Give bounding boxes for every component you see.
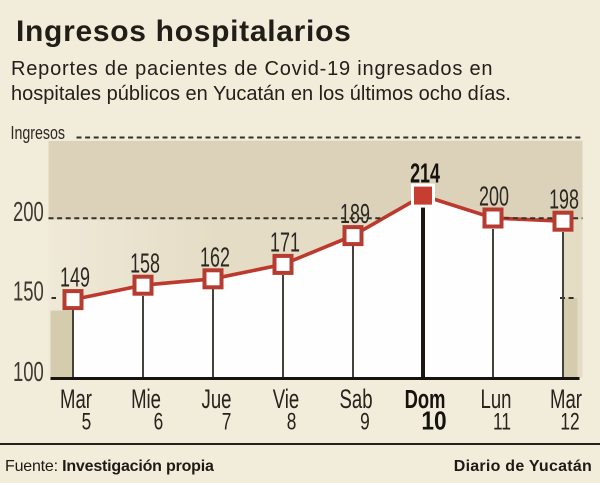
svg-text:9: 9 [360, 409, 370, 435]
svg-text:200: 200 [479, 180, 509, 211]
svg-text:150: 150 [13, 277, 44, 308]
svg-text:200: 200 [13, 197, 44, 228]
svg-text:7: 7 [222, 409, 232, 435]
svg-text:214: 214 [410, 157, 440, 188]
svg-text:10: 10 [421, 407, 446, 436]
svg-text:8: 8 [287, 409, 297, 435]
svg-text:Jue: Jue [202, 384, 232, 414]
svg-text:Mie: Mie [131, 384, 161, 414]
svg-text:100: 100 [13, 357, 44, 388]
svg-text:Mar: Mar [550, 384, 582, 414]
svg-text:Mar: Mar [60, 384, 92, 414]
svg-text:189: 189 [340, 198, 370, 229]
svg-text:149: 149 [60, 262, 90, 293]
svg-text:Ingresos: Ingresos [11, 123, 66, 143]
svg-text:Dom: Dom [405, 385, 446, 414]
svg-text:Lun: Lun [481, 384, 512, 414]
svg-text:12: 12 [560, 409, 579, 435]
svg-text:198: 198 [549, 183, 579, 214]
svg-text:Vie: Vie [273, 384, 299, 414]
svg-text:11: 11 [493, 409, 511, 435]
svg-text:Sab: Sab [340, 384, 373, 414]
svg-text:158: 158 [130, 248, 160, 279]
svg-text:5: 5 [82, 409, 92, 435]
svg-text:6: 6 [154, 409, 164, 435]
svg-text:162: 162 [200, 241, 230, 272]
svg-text:171: 171 [270, 227, 300, 258]
